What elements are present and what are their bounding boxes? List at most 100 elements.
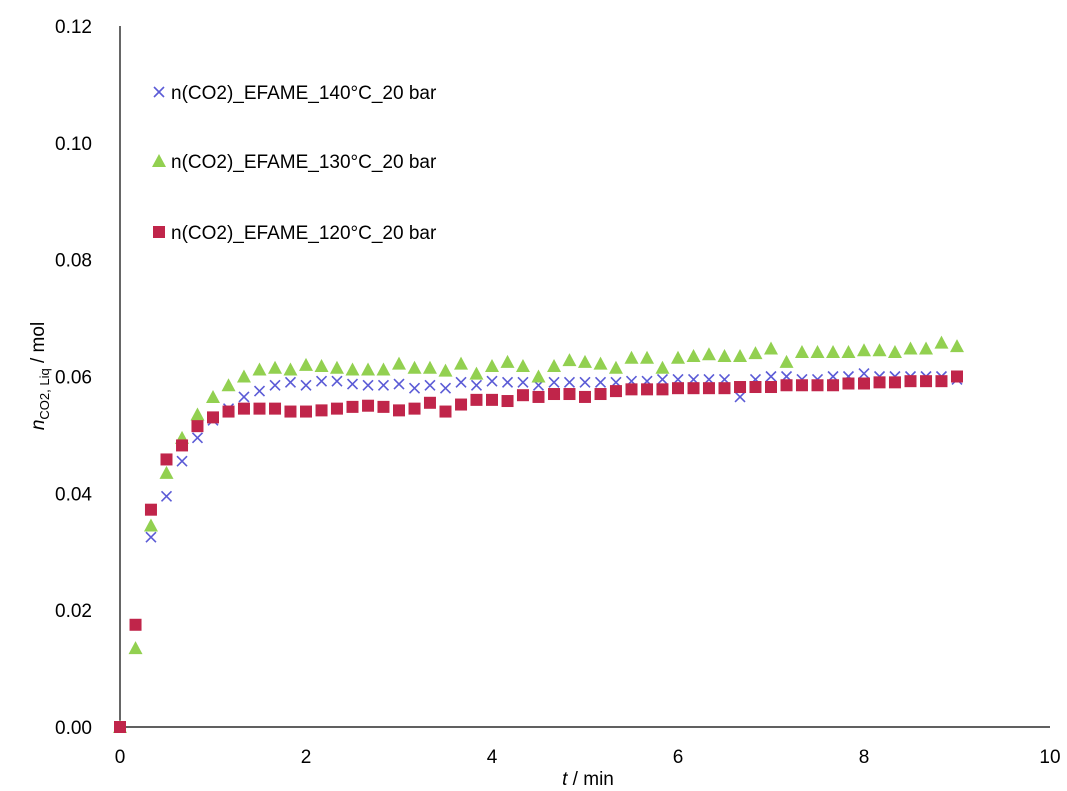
data-point	[501, 376, 514, 388]
data-point	[253, 385, 266, 397]
data-point	[594, 376, 607, 388]
data-point	[579, 376, 591, 388]
data-point	[609, 385, 622, 398]
data-point	[779, 354, 794, 368]
data-point	[330, 402, 343, 415]
data-point	[733, 349, 748, 363]
data-point	[903, 341, 918, 355]
data-point	[780, 379, 793, 392]
data-point	[221, 378, 236, 392]
data-point	[329, 360, 344, 374]
data-point	[671, 350, 685, 364]
legend-entry-120: n(CO2)_EFAME_120°C_20 bar	[153, 223, 437, 244]
data-point	[455, 398, 468, 411]
data-point	[517, 376, 529, 388]
data-point	[424, 379, 436, 391]
data-point	[145, 531, 157, 543]
data-point	[222, 405, 235, 418]
data-point	[608, 360, 623, 374]
x-axis-title-unit: / min	[567, 769, 613, 790]
data-point	[160, 453, 173, 466]
data-point	[951, 370, 963, 383]
axes	[119, 26, 1050, 728]
y-tick-label: 0.00	[55, 718, 92, 739]
data-point	[500, 354, 515, 368]
data-point	[269, 379, 281, 391]
data-point	[377, 379, 390, 391]
data-point	[734, 381, 747, 394]
data-point	[701, 347, 716, 361]
data-point	[470, 379, 483, 391]
data-point	[160, 490, 173, 502]
data-point	[687, 382, 700, 395]
data-point	[408, 402, 421, 415]
data-point	[656, 383, 669, 396]
data-point	[439, 405, 452, 418]
data-point	[470, 393, 483, 406]
data-point	[423, 396, 436, 409]
data-point	[269, 402, 282, 415]
data-point	[284, 376, 297, 388]
data-point	[393, 378, 405, 390]
data-point	[888, 376, 901, 389]
data-point	[548, 388, 561, 401]
y-axis-title-symbol: n	[28, 420, 49, 431]
data-point	[842, 377, 855, 390]
data-point	[873, 376, 886, 389]
data-point	[191, 432, 204, 444]
data-point	[283, 362, 298, 376]
data-point	[299, 357, 313, 371]
legend-label-140: n(CO2)_EFAME_140°C_20 bar	[171, 83, 437, 104]
x-tick-label: 2	[301, 747, 312, 768]
data-point	[392, 356, 406, 370]
x-axis-title: t / min	[562, 769, 614, 790]
data-point	[485, 358, 499, 372]
y-tick-label: 0.12	[55, 17, 92, 38]
data-point	[734, 391, 746, 403]
y-tick-label: 0.06	[55, 368, 92, 389]
series-2	[114, 370, 963, 733]
x-tick-labels: 0 2 4 6 8 10	[115, 747, 1061, 768]
series-0	[114, 368, 963, 733]
data-point	[656, 373, 669, 385]
data-point	[376, 362, 391, 376]
data-point	[252, 362, 267, 376]
data-point	[176, 455, 188, 467]
x-axis-title-symbol: t	[562, 769, 568, 790]
data-point	[858, 377, 870, 390]
legend-marker-120	[153, 226, 165, 238]
data-point	[563, 388, 576, 401]
data-point	[935, 375, 948, 388]
data-point	[346, 400, 359, 413]
data-point	[934, 335, 949, 349]
data-point	[144, 503, 157, 516]
data-point	[795, 379, 808, 392]
data-point	[362, 379, 374, 391]
data-point	[300, 379, 312, 391]
data-point	[810, 344, 825, 358]
data-point	[640, 350, 655, 364]
data-point	[176, 439, 189, 452]
y-tick-label: 0.04	[55, 484, 92, 505]
data-point	[486, 375, 498, 387]
data-point	[717, 349, 732, 363]
data-point	[454, 356, 469, 370]
plot-area	[113, 335, 964, 733]
data-point	[469, 366, 484, 380]
legend-marker-140	[153, 86, 165, 98]
data-point	[625, 383, 638, 396]
series-1	[113, 335, 964, 733]
legend-entry-130: n(CO2)_EFAME_130°C_20 bar	[152, 152, 437, 173]
data-point	[563, 376, 576, 388]
legend-marker-symbol	[152, 154, 166, 167]
data-point	[284, 405, 297, 418]
data-point	[548, 376, 560, 388]
data-point	[826, 344, 841, 358]
data-point	[159, 465, 174, 479]
data-point	[950, 339, 964, 353]
data-point	[593, 356, 608, 370]
data-point	[672, 382, 684, 395]
data-point	[641, 383, 654, 396]
data-point	[128, 641, 143, 655]
